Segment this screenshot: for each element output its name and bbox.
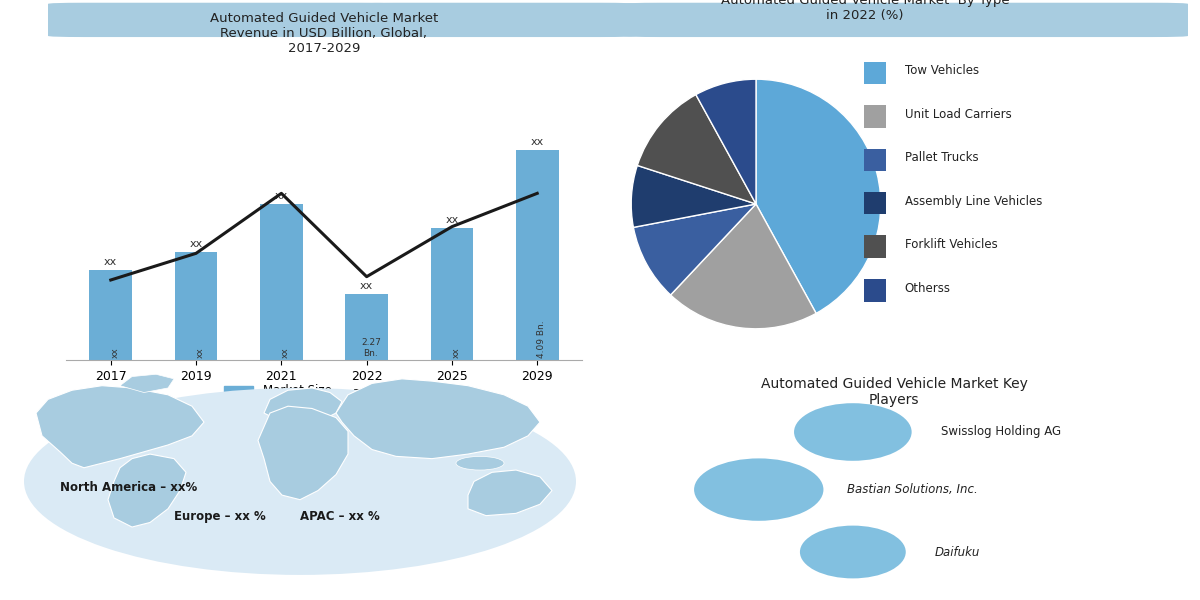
Text: Swisslog Holding AG: Swisslog Holding AG bbox=[941, 425, 1061, 439]
Ellipse shape bbox=[24, 388, 576, 575]
Text: APAC – xx %: APAC – xx % bbox=[300, 510, 379, 523]
Title: Automated Guided Vehicle Market  By Type
in 2022 (%): Automated Guided Vehicle Market By Type … bbox=[721, 0, 1009, 22]
FancyBboxPatch shape bbox=[864, 105, 886, 127]
Text: Europe – xx %: Europe – xx % bbox=[174, 510, 265, 523]
FancyBboxPatch shape bbox=[864, 235, 886, 258]
FancyBboxPatch shape bbox=[864, 192, 886, 214]
Text: 4.09 Bn.: 4.09 Bn. bbox=[536, 320, 546, 358]
Text: xx: xx bbox=[360, 281, 373, 291]
Text: xx: xx bbox=[190, 239, 203, 249]
Legend: Market Size, Y-O-Y: Market Size, Y-O-Y bbox=[218, 380, 430, 402]
Ellipse shape bbox=[800, 526, 906, 578]
Text: Otherss: Otherss bbox=[905, 281, 950, 295]
Bar bbox=[346, 294, 388, 360]
Text: 2.27
Bn.: 2.27 Bn. bbox=[361, 338, 380, 358]
Polygon shape bbox=[120, 374, 174, 392]
Bar bbox=[516, 150, 558, 360]
Text: North America – xx%: North America – xx% bbox=[60, 481, 197, 494]
Bar bbox=[175, 252, 217, 360]
Bar bbox=[431, 228, 473, 360]
Polygon shape bbox=[336, 379, 540, 458]
Text: Assembly Line Vehicles: Assembly Line Vehicles bbox=[905, 194, 1042, 208]
Wedge shape bbox=[634, 204, 756, 295]
Text: xx: xx bbox=[110, 347, 120, 358]
Polygon shape bbox=[258, 406, 348, 500]
Text: Unit Load Carriers: Unit Load Carriers bbox=[905, 107, 1012, 121]
FancyBboxPatch shape bbox=[864, 148, 886, 171]
Text: xx: xx bbox=[196, 347, 205, 358]
Polygon shape bbox=[264, 388, 342, 427]
Text: xx: xx bbox=[445, 215, 458, 225]
Polygon shape bbox=[468, 470, 552, 515]
FancyBboxPatch shape bbox=[864, 279, 886, 301]
Text: Forklift Vehicles: Forklift Vehicles bbox=[905, 238, 997, 251]
Wedge shape bbox=[631, 166, 756, 227]
Text: xx: xx bbox=[281, 347, 290, 358]
Text: xx: xx bbox=[530, 137, 544, 147]
Ellipse shape bbox=[694, 458, 823, 521]
Text: Tow Vehicles: Tow Vehicles bbox=[905, 64, 979, 77]
Text: Daifuku: Daifuku bbox=[935, 545, 980, 559]
Text: xx: xx bbox=[275, 191, 288, 201]
Text: xx: xx bbox=[104, 257, 118, 267]
Text: Pallet Trucks: Pallet Trucks bbox=[905, 151, 978, 164]
Wedge shape bbox=[671, 204, 816, 329]
FancyBboxPatch shape bbox=[864, 61, 886, 84]
Text: Automated Guided Vehicle Market Key
Players: Automated Guided Vehicle Market Key Play… bbox=[761, 377, 1027, 407]
FancyBboxPatch shape bbox=[360, 3, 636, 37]
FancyBboxPatch shape bbox=[48, 3, 396, 37]
Ellipse shape bbox=[456, 457, 504, 470]
Title: Automated Guided Vehicle Market
Revenue in USD Billion, Global,
2017-2029: Automated Guided Vehicle Market Revenue … bbox=[210, 11, 438, 55]
Wedge shape bbox=[637, 95, 756, 204]
Ellipse shape bbox=[794, 403, 912, 461]
Polygon shape bbox=[108, 454, 186, 527]
FancyBboxPatch shape bbox=[624, 3, 1188, 37]
Bar bbox=[90, 270, 132, 360]
Wedge shape bbox=[696, 79, 756, 204]
Text: xx: xx bbox=[451, 347, 461, 358]
Wedge shape bbox=[756, 79, 881, 313]
Bar bbox=[260, 204, 302, 360]
Text: Bastian Solutions, Inc.: Bastian Solutions, Inc. bbox=[847, 483, 978, 496]
Polygon shape bbox=[36, 386, 204, 468]
